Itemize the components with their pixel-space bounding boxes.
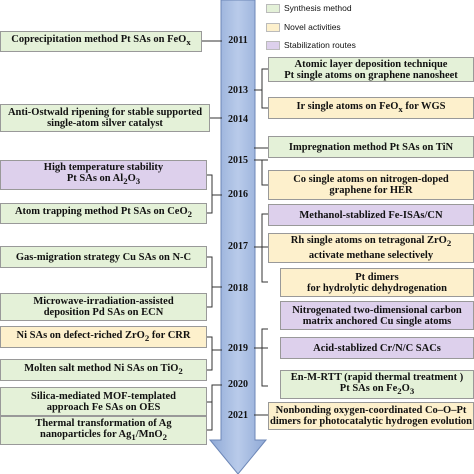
year-2020: 2020	[228, 379, 248, 390]
event-text-line2: matrix anchored Cu single atoms	[302, 315, 452, 327]
event-right-rh-zro2: Rh single atoms on tetragonal ZrO2 activ…	[268, 233, 474, 263]
event-text-line1: Nitrogenated two-dimensional carbon	[292, 304, 462, 316]
event-text-line1: Nonbonding oxygen-coordinated Co–O–Pt	[275, 405, 467, 416]
event-text-line2: activate methane selectively	[308, 249, 434, 261]
event-subscript: 2	[162, 432, 167, 443]
legend-stabilization: Stabilization routes	[266, 40, 356, 50]
event-text-line1: Rh single atoms on tetragonal ZrO	[290, 235, 447, 247]
event-text-line2: approach Fe SAs on OES	[46, 401, 161, 413]
event-subscript: 2	[178, 366, 183, 377]
year-2017: 2017	[228, 241, 248, 252]
event-left-thermal-transformation: Thermal transformation of Ag nanoparticl…	[0, 416, 207, 445]
event-text-line2: nanoparticles for Ag	[40, 428, 132, 440]
event-text-line1: En-M-RTT (rapid thermal treatment )	[290, 371, 464, 383]
event-text: Ir single atoms on FeO	[296, 100, 399, 112]
event-text-line1: Thermal transformation of Ag	[35, 417, 172, 429]
legend-swatch-novel	[266, 22, 280, 32]
event-subscript: 2	[397, 386, 402, 397]
event-text-line2: graphene for HER	[329, 185, 413, 196]
event-subscript: 2	[144, 333, 150, 344]
event-subscript: 2	[123, 176, 128, 187]
year-2018: 2018	[228, 283, 248, 294]
event-subscript: x	[398, 104, 403, 115]
event-subscript: 2	[446, 238, 452, 249]
event-text: Methanol-stablized Fe-ISAs/CN	[299, 209, 443, 221]
legend-swatch-stabilization	[266, 40, 280, 50]
event-left-gas-migration: Gas-migration strategy Cu SAs on N-C	[0, 246, 207, 268]
connector-lines	[202, 40, 268, 431]
year-2016: 2016	[228, 189, 248, 200]
legend-label-synthesis: Synthesis method	[284, 3, 352, 13]
year-2011: 2011	[228, 35, 248, 46]
year-2014: 2014	[228, 114, 248, 125]
event-text: Acid-stablized Cr/N/C SACs	[313, 342, 441, 354]
event-text-line2: deposition Pd SAs on ECN	[43, 307, 164, 318]
event-right-ald: Atomic layer deposition technique Pt sin…	[268, 57, 474, 82]
event-left-anti-ostwald: Anti-Ostwald ripening for stable support…	[0, 104, 210, 132]
event-text-line1: Anti-Ostwald ripening for stable support…	[7, 107, 203, 118]
event-right-acid-stabilized: Acid-stablized Cr/N/C SACs	[280, 337, 474, 359]
event-text: Gas-migration strategy Cu SAs on N-C	[15, 251, 192, 263]
year-2015: 2015	[228, 155, 248, 166]
event-left-silica-mof: Silica-mediated MOF-templated approach F…	[0, 387, 207, 416]
event-text-line2: single-atom silver catalyst	[47, 118, 163, 129]
event-text: Atom trapping method Pt SAs on CeO	[14, 206, 188, 218]
event-left-high-temp-stability: High temperature stability Pt SAs on Al2…	[0, 160, 207, 190]
event-text-line1: Silica-mediated MOF-templated	[31, 390, 176, 402]
event-right-ir-feox: Ir single atoms on FeOx for WGS	[268, 97, 474, 119]
event-text-line1: High temperature stability	[43, 162, 164, 174]
event-text-line1: Microwave-irradiation-assisted	[33, 296, 174, 307]
event-subscript: 2	[187, 209, 193, 220]
event-text: Molten salt method Ni SAs on TiO	[24, 362, 179, 374]
event-text-line2: Pt SAs on Fe	[339, 382, 398, 394]
event-left-ni-defect-zro2: Ni SAs on defect-riched ZrO2 for CRR	[0, 326, 207, 348]
legend-label-novel: Novel activities	[284, 22, 341, 32]
event-right-nitrogenated-carbon: Nitrogenated two-dimensional carbon matr…	[280, 301, 474, 330]
event-left-microwave: Microwave-irradiation-assisted depositio…	[0, 293, 207, 321]
event-right-impregnation: Impregnation method Pt SAs on TiN	[268, 136, 474, 158]
event-left-atom-trapping: Atom trapping method Pt SAs on CeO2	[0, 203, 207, 224]
legend-label-stabilization: Stabilization routes	[284, 40, 356, 50]
event-left-molten-salt: Molten salt method Ni SAs on TiO2	[0, 359, 207, 381]
legend-synthesis: Synthesis method	[266, 3, 352, 13]
event-right-methanol-fe: Methanol-stablized Fe-ISAs/CN	[268, 204, 474, 226]
event-text-line1: Pt dimers	[355, 271, 399, 283]
event-text-line2: dimers for photocatalytic hydrogen evolu…	[269, 416, 473, 427]
event-text-line2: Pt single atoms on graphene nanosheet	[284, 69, 458, 81]
event-right-pt-dimers: Pt dimers for hydrolytic dehydrogenation	[280, 268, 474, 297]
event-right-co-o-pt: Nonbonding oxygen-coordinated Co–O–Pt di…	[268, 402, 474, 430]
event-text-line2: for hydrolytic dehydrogenation	[306, 282, 447, 294]
legend-swatch-synthesis	[266, 3, 280, 13]
event-right-co-graphene: Co single atoms on nitrogen-doped graphe…	[268, 170, 474, 200]
event-text-tail: O	[127, 173, 136, 185]
event-text-tail: /MnO	[135, 428, 163, 440]
year-2021: 2021	[228, 410, 248, 421]
year-2013: 2013	[228, 85, 248, 96]
timeline-arrow	[208, 0, 268, 474]
event-subscript: 3	[135, 176, 141, 187]
event-subscript: 1	[131, 432, 136, 443]
event-subscript: x	[186, 37, 191, 48]
year-2019: 2019	[228, 343, 248, 354]
event-text-line2: Pt SAs on Al	[66, 173, 124, 185]
event-text: Impregnation method Pt SAs on TiN	[288, 141, 454, 153]
event-text-line1: Atomic layer deposition technique	[294, 58, 448, 70]
event-text-line1: Co single atoms on nitrogen-doped	[293, 174, 449, 185]
event-subscript: 3	[409, 386, 415, 397]
event-left-coprecipitation: Coprecipitation method Pt SAs on FeOx	[0, 31, 202, 52]
event-text-tail: for WGS	[402, 100, 446, 112]
event-text: Ni SAs on defect-riched ZrO	[16, 329, 145, 341]
event-text-tail: O	[401, 382, 410, 394]
event-text-tail: for CRR	[149, 329, 191, 341]
event-text: Coprecipitation method Pt SAs on FeO	[11, 34, 187, 46]
event-right-en-m-rtt: En-M-RTT (rapid thermal treatment ) Pt S…	[280, 370, 474, 399]
legend-novel: Novel activities	[266, 22, 341, 32]
